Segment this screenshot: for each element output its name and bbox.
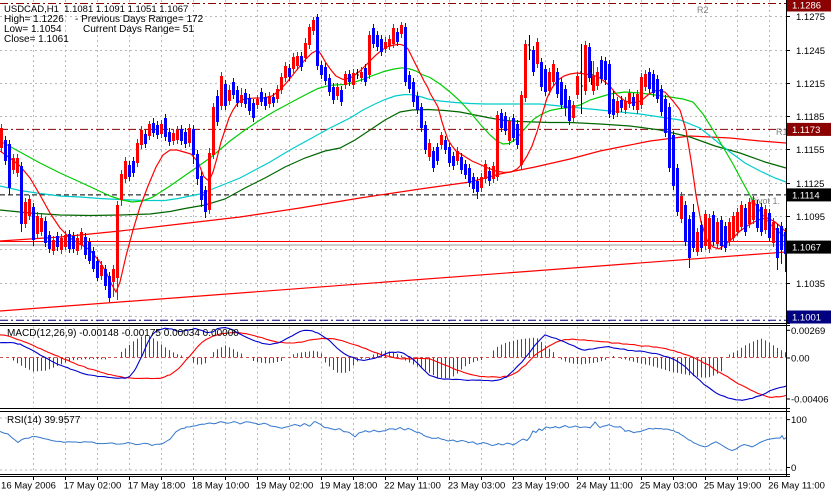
svg-text:1.1185: 1.1185 (796, 112, 824, 123)
svg-text:Close= 1.1061: Close= 1.1061 (4, 34, 69, 45)
svg-text:23 May 19:00: 23 May 19:00 (512, 481, 570, 491)
svg-text:24 May 11:00: 24 May 11:00 (576, 481, 633, 491)
svg-text:1.1173: 1.1173 (792, 125, 820, 136)
svg-text:26 May 11:00: 26 May 11:00 (768, 481, 825, 491)
svg-text:1.1286: 1.1286 (792, 1, 821, 12)
svg-text:1.1035: 1.1035 (796, 279, 825, 290)
svg-text:19 May 18:00: 19 May 18:00 (320, 481, 378, 491)
svg-text:R1: R1 (776, 127, 788, 137)
svg-text:Low= 1.1054: Low= 1.1054 (4, 24, 62, 35)
svg-text:1.1095: 1.1095 (796, 212, 825, 223)
svg-text:-0.00406: -0.00406 (791, 395, 829, 406)
svg-text:1.1125: 1.1125 (796, 179, 824, 190)
svg-text:0.00: 0.00 (791, 354, 810, 365)
svg-text:0: 0 (791, 463, 796, 474)
svg-text:USDCAD,H1 1.1081 1.1091 1.105: USDCAD,H1 1.1081 1.1091 1.1051 1.1067 (4, 4, 188, 15)
svg-text:17 May 02:00: 17 May 02:00 (64, 481, 122, 491)
svg-text:Current Days Range= 51: Current Days Range= 51 (83, 24, 194, 35)
svg-text:0.00269: 0.00269 (791, 326, 825, 337)
svg-text:RSI(14) 39.9577: RSI(14) 39.9577 (7, 415, 81, 426)
svg-text:22 May 11:00: 22 May 11:00 (384, 481, 441, 491)
svg-text:25 May 03:00: 25 May 03:00 (640, 481, 698, 491)
svg-text:1.1067: 1.1067 (792, 243, 821, 254)
svg-text:1.1114: 1.1114 (792, 190, 820, 201)
svg-text:MACD(12,26,9) -0.00148 -0.0017: MACD(12,26,9) -0.00148 -0.00175 0.00034 … (7, 328, 239, 339)
svg-text:1.1215: 1.1215 (796, 79, 825, 90)
svg-text:1.1275: 1.1275 (796, 12, 825, 23)
svg-text:1.1245: 1.1245 (796, 46, 825, 57)
svg-text:R2: R2 (697, 5, 709, 15)
svg-text:18 May 10:00: 18 May 10:00 (192, 481, 250, 491)
svg-text:1.1155: 1.1155 (796, 145, 824, 156)
svg-text:100: 100 (791, 415, 807, 426)
svg-text:25 May 19:00: 25 May 19:00 (704, 481, 762, 491)
svg-text:16 May 2006: 16 May 2006 (1, 481, 56, 491)
svg-text:Pivot 1.: Pivot 1. (750, 196, 780, 206)
svg-text:17 May 18:00: 17 May 18:00 (128, 481, 186, 491)
svg-text:- Previous Days Range= 172: - Previous Days Range= 172 (75, 14, 204, 25)
svg-text:23 May 03:00: 23 May 03:00 (448, 481, 506, 491)
svg-text:19 May 02:00: 19 May 02:00 (256, 481, 314, 491)
svg-text:High= 1.1226: High= 1.1226 (4, 14, 64, 25)
svg-text:1.1001: 1.1001 (792, 313, 821, 324)
